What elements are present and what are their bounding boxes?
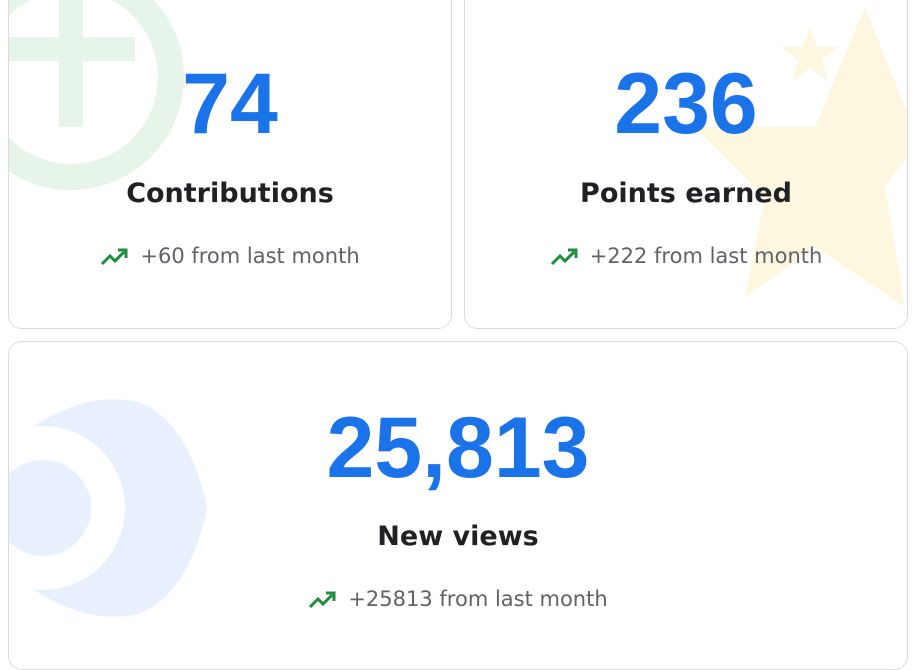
change-text: +222 from last month	[589, 244, 823, 268]
trend-up-icon	[101, 248, 128, 265]
change-text: +25813 from last month	[348, 587, 608, 611]
star-icon-decoration	[695, 7, 907, 307]
stat-label: Points earned	[580, 178, 792, 209]
stat-value: 236	[614, 56, 758, 152]
stat-change: +222 from last month	[465, 246, 907, 267]
plus-icon-decoration	[9, 0, 184, 190]
trend-up-icon	[309, 591, 336, 608]
trend-up-icon	[550, 248, 578, 265]
stat-value: 74	[182, 56, 278, 152]
stat-label: Contributions	[126, 178, 334, 209]
stat-change: +25813 from last month	[9, 589, 907, 610]
points-card: 236 Points earned +222 from last month	[464, 0, 908, 329]
stat-label: New views	[377, 521, 539, 552]
stat-value: 25,813	[326, 400, 590, 496]
change-text: +60 from last month	[140, 244, 360, 268]
views-card: 25,813 New views +25813 from last month	[8, 341, 908, 670]
stat-change: +60 from last month	[9, 246, 451, 267]
eye-icon-decoration	[9, 399, 207, 617]
contributions-card: 74 Contributions +60 from last month	[8, 0, 452, 329]
